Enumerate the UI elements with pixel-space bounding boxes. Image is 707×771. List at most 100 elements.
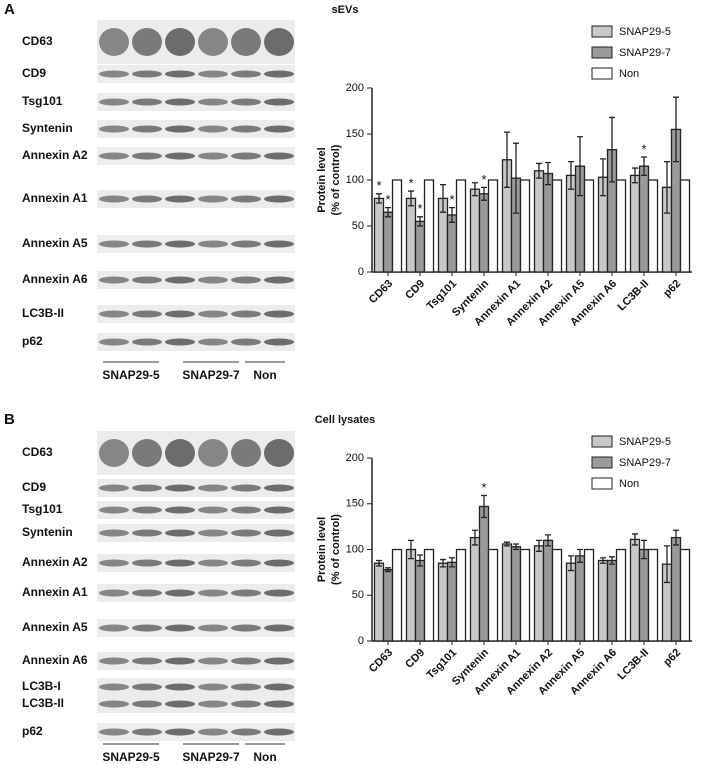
x-tick-label: CD9 xyxy=(403,647,427,671)
blot-band xyxy=(132,700,162,708)
blot-label: CD9 xyxy=(22,480,46,494)
blot-band xyxy=(231,310,261,318)
error-bar xyxy=(568,555,574,572)
blot-band xyxy=(132,657,162,665)
error-bar xyxy=(417,554,423,567)
blot-band xyxy=(132,276,162,284)
bar xyxy=(382,568,394,642)
error-bar xyxy=(481,186,487,201)
y-tick-label: 200 xyxy=(346,82,364,94)
x-tick-label: CD9 xyxy=(403,278,427,302)
blot-band xyxy=(132,439,162,467)
blot-band xyxy=(264,624,294,632)
blot-band xyxy=(132,338,162,346)
blot-band xyxy=(99,276,129,284)
bar xyxy=(670,536,682,642)
blot-band xyxy=(132,728,162,736)
blot-band xyxy=(99,529,129,537)
blot-band xyxy=(198,152,228,160)
blot-band xyxy=(99,195,129,203)
group-label: Non xyxy=(253,750,276,764)
bar xyxy=(373,197,385,273)
bar xyxy=(373,562,385,642)
bar xyxy=(446,561,458,642)
bar xyxy=(638,548,650,642)
bar xyxy=(583,179,595,273)
blot-band xyxy=(231,240,261,248)
x-tick-label: LC3B-II xyxy=(615,278,651,314)
significance-label: * xyxy=(641,141,646,156)
blot-band xyxy=(132,152,162,160)
blot-band xyxy=(198,125,228,133)
blot-band xyxy=(264,195,294,203)
blot-label: Annexin A5 xyxy=(22,236,88,250)
bar xyxy=(638,165,650,273)
blot-band xyxy=(165,28,195,56)
blot-band xyxy=(99,310,129,318)
blot-band xyxy=(165,98,195,106)
bar xyxy=(565,174,577,273)
error-bar xyxy=(577,136,583,197)
bar xyxy=(597,559,609,642)
y-tick-label: 200 xyxy=(346,452,364,464)
blot-band xyxy=(198,657,228,665)
error-bar xyxy=(449,206,455,223)
blot-label: CD9 xyxy=(22,66,46,80)
blot-band xyxy=(165,240,195,248)
bar xyxy=(423,179,435,273)
error-bar xyxy=(513,142,519,214)
group-label: SNAP29-5 xyxy=(102,368,160,382)
blot-band xyxy=(132,125,162,133)
legend-swatch xyxy=(591,456,613,469)
x-tick-label: p62 xyxy=(661,278,683,300)
blot-band xyxy=(264,700,294,708)
bar xyxy=(487,179,499,273)
bar xyxy=(469,536,481,642)
y-axis-label: (% of control) xyxy=(330,514,342,585)
y-tick-label: 50 xyxy=(352,589,364,601)
bar xyxy=(606,559,618,642)
blot-band xyxy=(99,70,129,78)
blot-band xyxy=(264,529,294,537)
blot-strip xyxy=(97,524,295,542)
blot-band xyxy=(198,624,228,632)
bar xyxy=(405,197,417,273)
blot-band xyxy=(132,240,162,248)
group-label: SNAP29-7 xyxy=(182,368,240,382)
blot-band xyxy=(99,338,129,346)
blot-band xyxy=(99,589,129,597)
blot-label: Annexin A6 xyxy=(22,653,88,667)
blot-band xyxy=(198,589,228,597)
bar xyxy=(405,548,417,642)
blot-band xyxy=(99,728,129,736)
blot-label: Syntenin xyxy=(22,121,73,135)
bar xyxy=(629,174,641,273)
blot-band xyxy=(132,559,162,567)
error-bar xyxy=(504,541,510,547)
blot-band xyxy=(264,240,294,248)
bar xyxy=(533,170,545,273)
bar xyxy=(542,539,554,642)
blot-band xyxy=(165,559,195,567)
panel-label: A xyxy=(4,1,15,18)
y-tick-label: 150 xyxy=(346,128,364,140)
bar xyxy=(487,548,499,642)
bar xyxy=(574,555,586,642)
error-bar xyxy=(545,161,551,186)
blot-band xyxy=(264,559,294,567)
blot-band xyxy=(264,125,294,133)
blot-band xyxy=(99,98,129,106)
error-bar xyxy=(385,567,391,573)
bar xyxy=(469,188,481,273)
legend-label: SNAP29-5 xyxy=(619,436,671,448)
x-tick-label: CD63 xyxy=(367,278,395,306)
blot-band xyxy=(132,683,162,691)
blot-strip xyxy=(97,678,295,696)
bar xyxy=(519,548,531,642)
blot-band xyxy=(165,700,195,708)
error-bar xyxy=(408,190,414,207)
blot-band xyxy=(132,624,162,632)
significance-label: * xyxy=(481,480,486,495)
x-tick-label: p62 xyxy=(661,647,683,669)
bar xyxy=(583,548,595,642)
